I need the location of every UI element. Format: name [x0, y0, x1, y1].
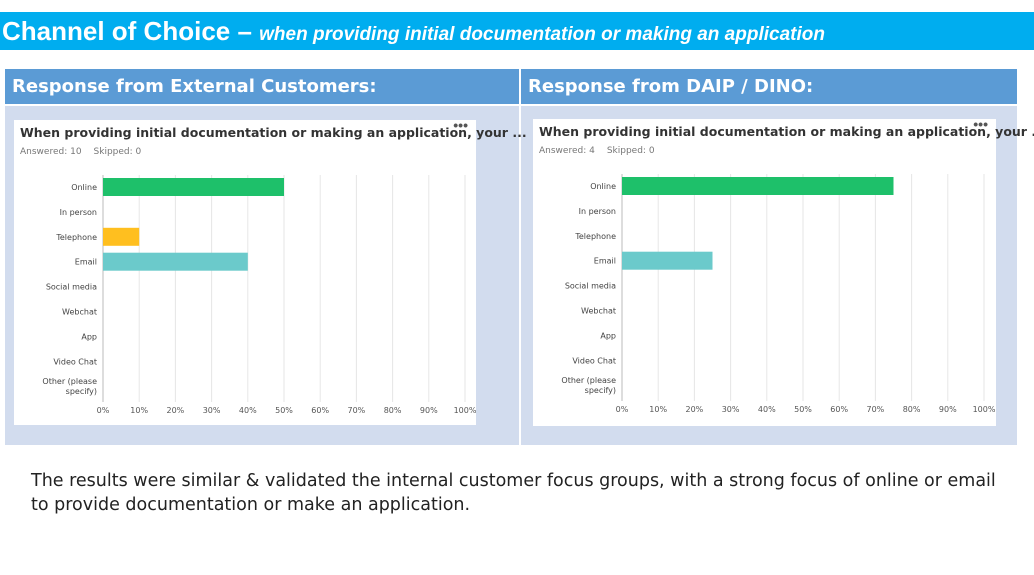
column-header-external: Response from External Customers:: [5, 69, 519, 104]
header-divider: [5, 104, 1017, 106]
category-label: Video Chat: [53, 357, 97, 366]
bar: [103, 178, 284, 196]
comparison-table: Response from External Customers: Respon…: [5, 69, 1034, 445]
chart-title: When providing initial documentation or …: [539, 124, 1034, 139]
x-tick-label: 100%: [454, 406, 476, 415]
x-tick-label: 20%: [686, 405, 704, 414]
category-label: App: [600, 331, 616, 340]
x-tick-label: 90%: [939, 405, 957, 414]
category-label: Online: [590, 182, 616, 191]
slide-title: Channel of Choice – when providing initi…: [2, 16, 825, 47]
category-label: Telephone: [55, 233, 97, 242]
category-label: Webchat: [581, 307, 616, 316]
x-tick-label: 0%: [97, 406, 110, 415]
bar: [622, 177, 894, 195]
x-tick-label: 30%: [203, 406, 221, 415]
skipped-count: Skipped: 0: [606, 146, 655, 156]
category-label: Webchat: [62, 308, 97, 317]
column-divider: [519, 69, 521, 445]
category-label: Other (please specify): [561, 376, 616, 395]
slide-title-text: Channel of Choice –: [2, 16, 252, 46]
category-label: In person: [579, 207, 616, 216]
category-label: Social media: [46, 283, 97, 292]
title-bar: Channel of Choice – when providing initi…: [0, 12, 1034, 50]
category-label: Email: [594, 257, 616, 266]
x-tick-label: 40%: [758, 405, 776, 414]
slide-subtitle: when providing initial documentation or …: [259, 24, 825, 45]
x-tick-label: 60%: [830, 405, 848, 414]
category-label: Video Chat: [572, 356, 616, 365]
category-label: Online: [71, 183, 97, 192]
x-tick-label: 40%: [239, 406, 257, 415]
chart-external-customers: 0% 10% 20% 30% 40% 50% 60% 70% 80% 90% 100% Online I…: [14, 117, 527, 425]
chart-svg: 0% 10% 20% 30% 40% 50% 60% 70% 80% 90% 100% Online I…: [42, 175, 476, 415]
more-options-icon[interactable]: •••: [973, 116, 988, 132]
x-tick-label: 10%: [130, 406, 148, 415]
x-tick-label: 70%: [348, 406, 366, 415]
bar: [103, 252, 248, 271]
x-tick-label: 80%: [384, 406, 402, 415]
chart-meta: Answered: 4 Skipped: 0: [539, 146, 667, 156]
x-tick-label: 50%: [794, 405, 812, 414]
x-tick-label: 70%: [867, 405, 885, 414]
x-tick-label: 30%: [722, 405, 740, 414]
x-tick-label: 90%: [420, 406, 438, 415]
chart-title: When providing initial documentation or …: [20, 125, 527, 140]
x-tick-label: 10%: [649, 405, 667, 414]
category-label: Email: [75, 258, 97, 267]
x-tick-label: 100%: [973, 405, 996, 414]
x-tick-label: 50%: [275, 406, 293, 415]
column-header-daip: Response from DAIP / DINO:: [521, 69, 1017, 104]
category-label: In person: [60, 208, 97, 217]
chart-meta: Answered: 10 Skipped: 0: [20, 147, 153, 157]
answered-count: Answered: 4: [539, 146, 595, 156]
category-label: Other (please specify): [42, 377, 97, 396]
bar: [622, 251, 713, 270]
chart-daip-dino: 0% 10% 20% 30% 40% 50% 60% 70% 80% 90% 100% Online I…: [533, 116, 1034, 426]
category-label: Social media: [565, 282, 616, 291]
skipped-count: Skipped: 0: [93, 147, 142, 157]
more-options-icon[interactable]: •••: [453, 117, 468, 133]
x-tick-label: 20%: [167, 406, 185, 415]
summary-text: The results were similar & validated the…: [31, 471, 996, 515]
x-tick-label: 0%: [616, 405, 629, 414]
x-tick-label: 80%: [903, 405, 921, 414]
chart-svg: 0% 10% 20% 30% 40% 50% 60% 70% 80% 90% 100% Online I…: [561, 174, 996, 414]
category-label: Telephone: [574, 232, 616, 241]
answered-count: Answered: 10: [20, 147, 82, 157]
category-label: App: [81, 332, 97, 341]
bar: [103, 227, 140, 246]
x-tick-label: 60%: [311, 406, 329, 415]
